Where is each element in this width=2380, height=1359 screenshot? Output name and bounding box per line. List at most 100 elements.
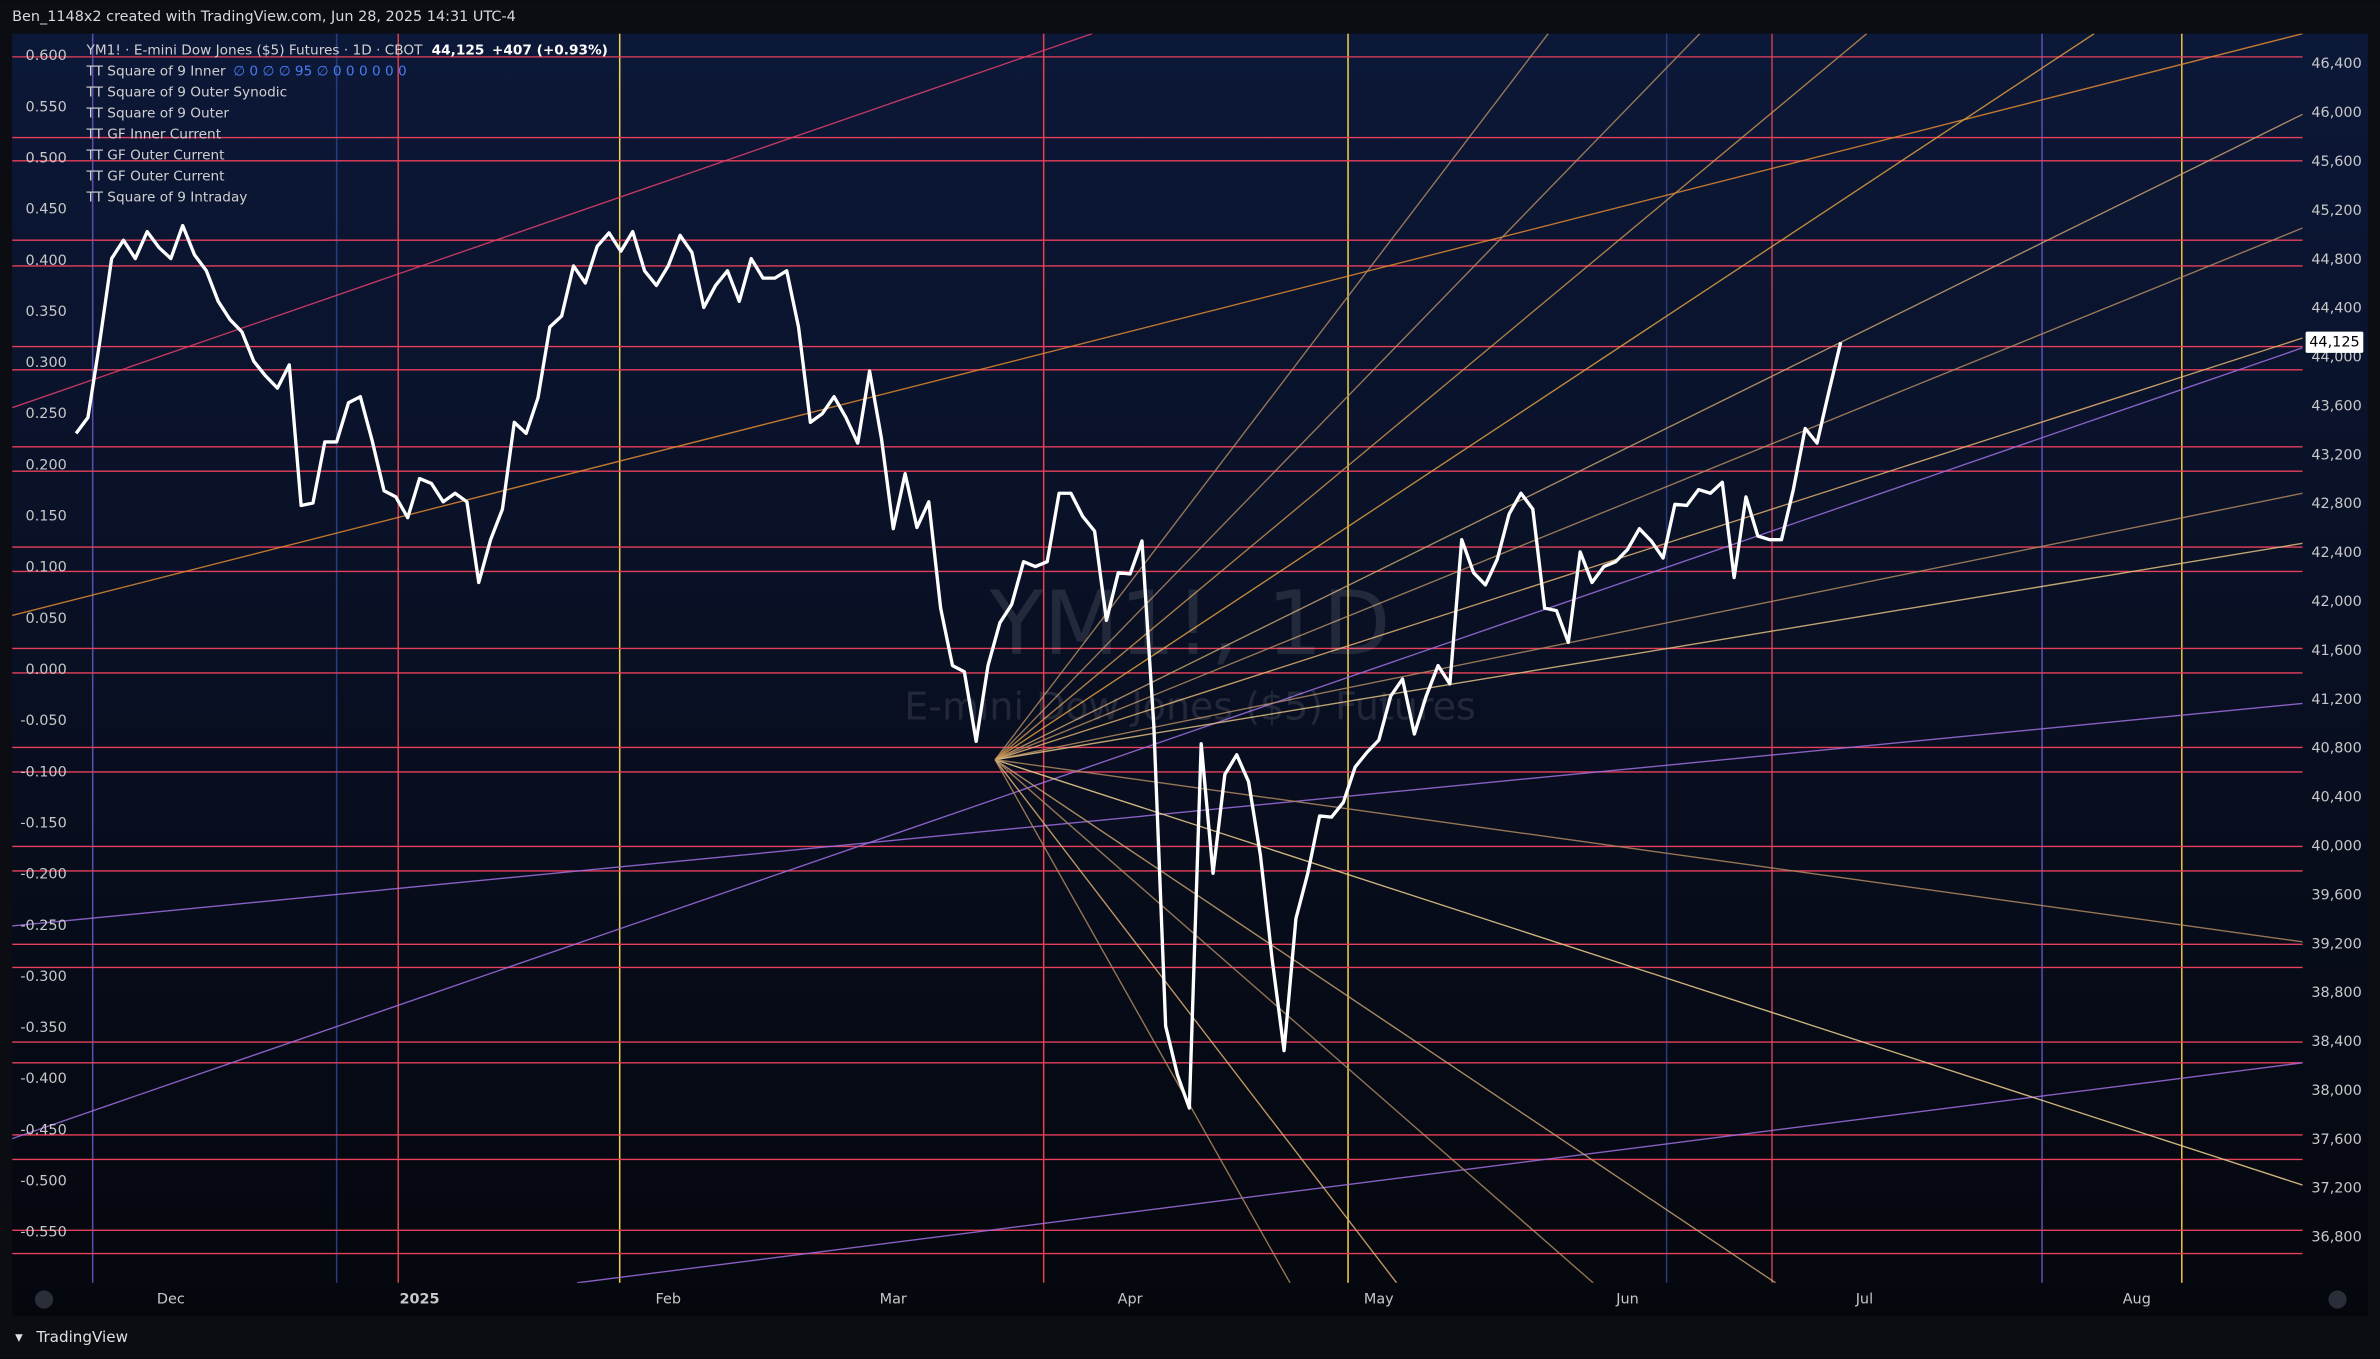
y-tick-label: 0.200 <box>26 457 67 473</box>
y-tick-label: 0.250 <box>26 406 67 422</box>
indicator-legend[interactable]: TT Square of 9 Outer <box>86 105 230 121</box>
indicator-line <box>994 492 2303 761</box>
indicator-line <box>12 347 2303 1140</box>
x-tick-label: Mar <box>880 1292 907 1308</box>
indicator-name: TT Square of 9 Outer Synodic <box>86 85 288 101</box>
indicator-legend[interactable]: TT Square of 9 Outer Synodic <box>86 85 288 101</box>
y-tick-label: 0.050 <box>26 611 67 627</box>
indicator-line <box>994 227 2303 761</box>
y2-tick-label: 46,000 <box>2311 105 2361 121</box>
y-tick-label: -0.200 <box>20 867 66 883</box>
y2-tick-label: 42,000 <box>2311 594 2361 610</box>
last-price-box <box>2305 331 2364 353</box>
symbol-title: YM1! · E-mini Dow Jones ($5) Futures · 1… <box>86 42 424 58</box>
y2-tick-label: 44,000 <box>2311 350 2361 366</box>
price-change: +407 (+0.93%) <box>492 42 608 58</box>
y2-tick-label: 39,200 <box>2311 936 2361 952</box>
indicator-line <box>994 33 1549 761</box>
indicator-line <box>995 542 2303 761</box>
y-tick-label: 0.400 <box>26 253 67 269</box>
x-tick-label: Dec <box>157 1292 185 1308</box>
indicator-line <box>994 759 2303 1186</box>
y-tick-label: -0.400 <box>20 1071 66 1087</box>
y2-tick-label: 38,800 <box>2311 985 2361 1001</box>
y-tick-label: -0.450 <box>20 1122 66 1138</box>
y2-tick-label: 43,200 <box>2311 447 2361 463</box>
indicator-line <box>994 759 1776 1283</box>
indicator-line <box>12 33 1093 409</box>
indicator-legend[interactable]: TT GF Outer Current <box>86 147 226 163</box>
y-tick-label: -0.100 <box>20 764 66 780</box>
y2-tick-label: 39,600 <box>2311 887 2361 903</box>
indicator-line <box>994 33 1701 761</box>
y2-tick-label: 42,400 <box>2311 545 2361 561</box>
indicator-line <box>995 759 2303 943</box>
indicator-name: TT Square of 9 Intraday <box>86 189 248 205</box>
indicator-legend[interactable]: TT Square of 9 Inner ∅ 0 ∅ ∅ 95 ∅ 0 0 0 0… <box>86 64 407 80</box>
zoom-button[interactable] <box>34 1290 54 1309</box>
y-tick-label: -0.250 <box>20 918 66 934</box>
y2-tick-label: 46,400 <box>2311 56 2361 72</box>
y2-tick-label: 43,600 <box>2311 398 2361 414</box>
watermark: YM1!, 1D <box>989 572 1391 675</box>
y-tick-label: 0.000 <box>26 662 67 678</box>
indicator-line <box>994 33 1868 761</box>
plot-area: YM1!, 1D E-mini Dow Jones ($5) Futures <box>12 33 2303 1283</box>
indicator-name: TT Square of 9 Inner <box>86 64 226 80</box>
y2-tick-label: 45,200 <box>2311 203 2361 219</box>
indicator-legend[interactable]: TT GF Outer Current <box>86 168 226 184</box>
y-tick-label: 0.300 <box>26 355 67 371</box>
x-tick-label: May <box>1364 1292 1394 1308</box>
x-tick-label: Apr <box>1118 1292 1143 1308</box>
indicator-name: TT GF Inner Current <box>86 126 222 142</box>
y-tick-label: 0.350 <box>26 304 67 320</box>
x-tick-label: 2025 <box>399 1292 439 1308</box>
y-tick-label: 0.150 <box>26 509 67 525</box>
y-tick-label: 0.450 <box>26 202 67 218</box>
y2-tick-label: 44,800 <box>2311 252 2361 268</box>
indicator-line <box>994 759 1291 1283</box>
y2-tick-label: 40,400 <box>2311 790 2361 806</box>
indicator-line <box>994 759 1398 1283</box>
indicator-name: TT GF Outer Current <box>86 147 226 163</box>
y-tick-label: -0.150 <box>20 815 66 831</box>
foreground: 0.600 0.550 0.500 0.450 0.400 0.350 0.300 0.250… <box>20 42 2364 1308</box>
y2-tick-label: 41,600 <box>2311 643 2361 659</box>
indicator-legend[interactable]: TT Square of 9 Intraday <box>86 189 248 205</box>
footer-brand: TradingView <box>35 1328 128 1346</box>
watermark-subtitle: E-mini Dow Jones ($5) Futures <box>904 685 1475 729</box>
y-tick-label: -0.500 <box>20 1174 66 1190</box>
y2-tick-label: 40,800 <box>2311 741 2361 757</box>
x-tick-label: Jun <box>1615 1292 1639 1308</box>
y2-tick-label: 36,800 <box>2311 1230 2361 1246</box>
y2-tick-label: 45,600 <box>2311 154 2361 170</box>
y2-tick-label: 38,400 <box>2311 1034 2361 1050</box>
y-tick-label: -0.550 <box>20 1225 66 1241</box>
y-tick-label: 0.100 <box>26 560 67 576</box>
y-tick-label: 0.600 <box>26 48 67 64</box>
indicator-name: TT Square of 9 Outer <box>86 105 230 121</box>
indicator-values: ∅ 0 ∅ ∅ 95 ∅ 0 0 0 0 0 0 <box>233 64 407 80</box>
indicator-line <box>576 1062 2303 1283</box>
indicator-line <box>994 759 1594 1283</box>
indicator-name: TT GF Outer Current <box>86 168 226 184</box>
y-tick-label: -0.050 <box>20 713 66 729</box>
y2-tick-label: 38,000 <box>2311 1083 2361 1099</box>
indicator-line <box>994 33 2095 761</box>
last-price-label: 44,125 <box>2309 334 2359 350</box>
indicator-line <box>994 337 2303 761</box>
y-tick-label: -0.300 <box>20 969 66 985</box>
y2-tick-label: 42,800 <box>2311 496 2361 512</box>
indicator-line <box>994 113 2303 761</box>
settings-button[interactable] <box>2328 1290 2347 1309</box>
price-line <box>74 223 1843 1110</box>
x-tick-label: Aug <box>2123 1292 2151 1308</box>
y2-tick-label: 41,200 <box>2311 692 2361 708</box>
y-tick-label: 0.500 <box>26 150 67 166</box>
y2-tick-label: 44,400 <box>2311 301 2361 317</box>
y-tick-label: 0.550 <box>26 99 67 115</box>
x-tick-label: Jul <box>1855 1292 1873 1308</box>
y2-tick-label: 40,000 <box>2311 838 2361 854</box>
indicator-legend[interactable]: TT GF Inner Current <box>86 126 222 142</box>
